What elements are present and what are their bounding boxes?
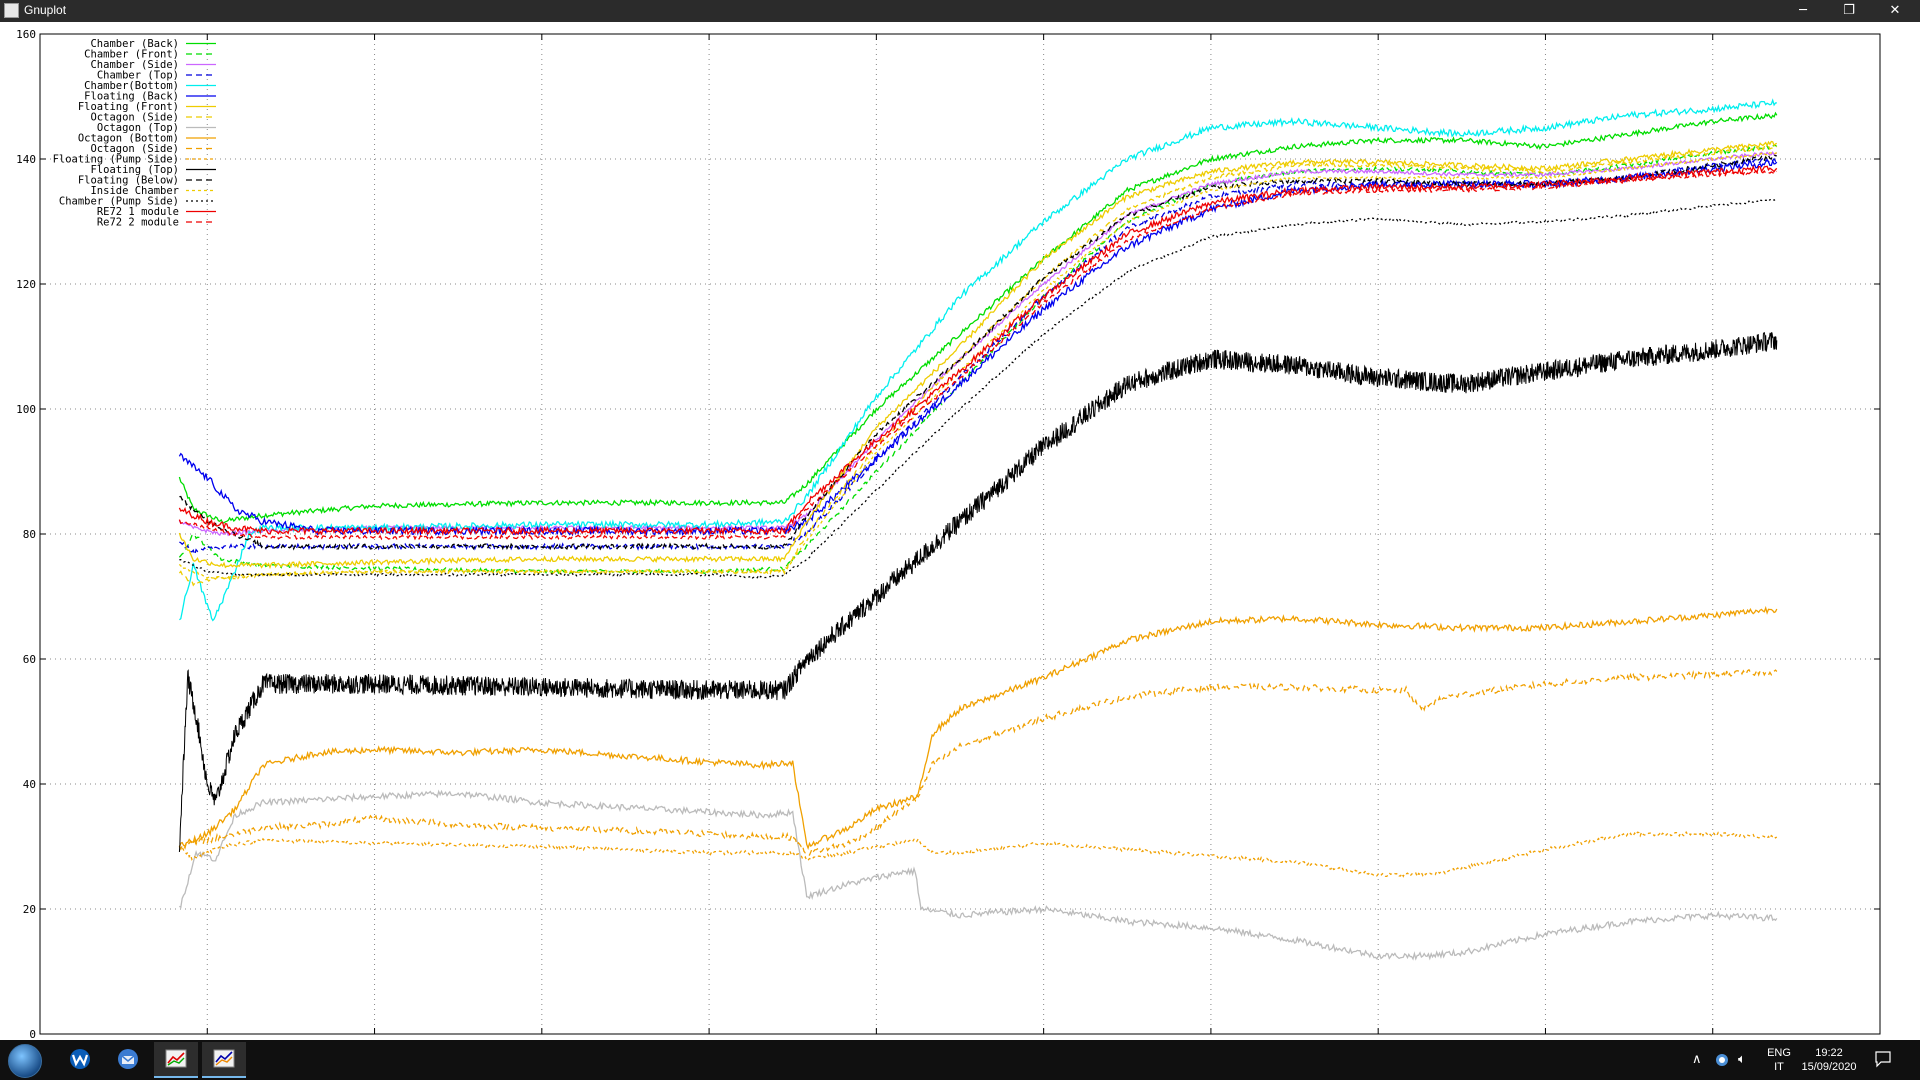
tray-network-icon[interactable] <box>1714 1052 1730 1092</box>
series-line-8 <box>178 789 1778 961</box>
legend-label: Floating (Below) <box>78 175 179 187</box>
legend-label: Octagon (Top) <box>97 122 179 134</box>
legend-label: Octagon (Side) <box>90 143 179 155</box>
taskbar-app-w[interactable] <box>58 1042 102 1078</box>
legend-label: Re72 2 module <box>97 217 179 229</box>
window-title: Gnuplot <box>24 3 67 17</box>
legend-label: Floating (Pump Side) <box>53 154 179 166</box>
series-line-15 <box>179 198 1777 580</box>
y-tick-label: 20 <box>23 903 36 916</box>
w-app-icon <box>70 1049 90 1069</box>
y-axis: 0 20 40 60 80 100 120 140 160 <box>16 28 1880 1041</box>
legend-label: Octagon (Side) <box>90 112 179 124</box>
legend-label: Octagon (Bottom) <box>78 133 179 145</box>
series-line-1 <box>178 144 1778 576</box>
y-tick-label: 160 <box>16 28 36 41</box>
series-line-17 <box>178 169 1778 541</box>
series-line-13 <box>179 153 1777 552</box>
language-bottom: IT <box>1774 1061 1784 1073</box>
legend-label: RE72 1 module <box>97 206 179 218</box>
gnuplot-icon <box>165 1049 187 1068</box>
y-tick-label: 0 <box>29 1028 36 1040</box>
grid <box>40 34 1880 1034</box>
clock-date: 15/09/2020 <box>1801 1061 1857 1073</box>
legend: Chamber (Back)Chamber (Front)Chamber (Si… <box>53 38 216 229</box>
plot-area: 0 20 40 60 80 100 120 140 160 06:0012:0018:0000:… <box>0 22 1920 1053</box>
series-line-4 <box>178 98 1777 622</box>
y-tick-label: 100 <box>16 403 36 416</box>
taskbar: ∧ 🔈︎ ENG IT 19:22 15/09/2020 <box>0 1040 1920 1080</box>
restore-icon: ❐ <box>1843 3 1855 18</box>
y-tick-label: 80 <box>23 528 36 541</box>
close-button[interactable]: ✕ <box>1872 0 1918 22</box>
tray-language[interactable]: ENG IT <box>1764 1046 1794 1086</box>
taskbar-app-thunderbird[interactable] <box>106 1042 150 1078</box>
y-tick-label: 140 <box>16 153 36 166</box>
series-line-16 <box>178 164 1778 537</box>
y-tick-label: 120 <box>16 278 36 291</box>
clock-time: 19:22 <box>1815 1047 1843 1059</box>
series-line-2 <box>178 150 1778 537</box>
series-line-6 <box>178 140 1778 570</box>
notification-icon[interactable] <box>1874 1050 1892 1090</box>
gnuplot-window-icon <box>213 1049 235 1068</box>
legend-label: Chamber (Top) <box>97 70 179 82</box>
restore-button[interactable]: ❐ <box>1826 0 1872 22</box>
tray-volume-icon[interactable]: 🔈︎ <box>1738 1051 1746 1066</box>
series-line-0 <box>178 111 1778 524</box>
x-axis: 06:0012:0018:0000:0006:0012:0018:0000:00… <box>23 34 1897 1053</box>
minimize-button[interactable]: ─ <box>1780 0 1826 22</box>
legend-label: Chamber (Side) <box>90 59 179 71</box>
taskbar-app-gnuplot[interactable] <box>154 1042 198 1078</box>
start-orb-icon[interactable] <box>8 1044 42 1078</box>
legend-label: Chamber (Front) <box>84 49 179 61</box>
thunderbird-icon <box>118 1049 138 1069</box>
series-line-12 <box>178 331 1778 853</box>
legend-label: Floating (Front) <box>78 101 179 113</box>
series-group <box>178 98 1778 961</box>
legend-label: Floating (Top) <box>90 164 179 176</box>
tray-chevron-icon[interactable]: ∧ <box>1692 1051 1702 1066</box>
minimize-icon: ─ <box>1799 3 1807 18</box>
legend-label: Chamber(Bottom) <box>84 80 179 92</box>
series-line-5 <box>178 159 1778 538</box>
legend-label: Floating (Back) <box>84 91 179 103</box>
series-line-11 <box>178 830 1778 878</box>
y-tick-label: 40 <box>23 778 36 791</box>
close-icon: ✕ <box>1889 3 1901 18</box>
temperature-chart: 0 20 40 60 80 100 120 140 160 06:0012:0018:0000:… <box>16 28 1897 1053</box>
legend-label: Chamber (Back) <box>90 38 179 50</box>
window-titlebar[interactable]: Gnuplot ─ ❐ ✕ <box>0 0 1920 22</box>
series-line-9 <box>178 605 1778 850</box>
series-line-10 <box>178 668 1778 856</box>
legend-label: Inside Chamber <box>90 185 179 197</box>
y-tick-label: 60 <box>23 653 36 666</box>
taskbar-app-gnuplot-window[interactable] <box>202 1042 246 1078</box>
legend-label: Chamber (Pump Side) <box>59 196 179 208</box>
gnuplot-app-icon <box>4 3 19 18</box>
tray-clock[interactable]: 19:22 15/09/2020 <box>1794 1046 1864 1086</box>
language-top: ENG <box>1767 1047 1791 1059</box>
series-line-3 <box>179 156 1778 557</box>
